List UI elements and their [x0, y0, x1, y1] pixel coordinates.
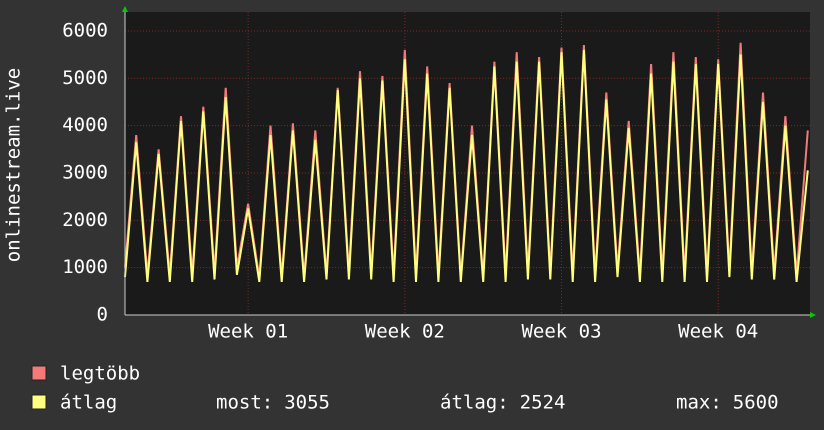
x-tick-label: Week 02: [365, 321, 445, 343]
legend-swatch: [31, 365, 47, 381]
legend-label: átlag: [60, 392, 117, 414]
summary-value: 5600: [733, 392, 779, 414]
summary-label: most:: [216, 392, 273, 414]
x-tick-label: Week 04: [678, 321, 758, 343]
axis-arrow: [122, 6, 128, 12]
summary-value: 2524: [520, 392, 566, 414]
y-tick-label: 4000: [62, 114, 108, 136]
y-tick-label: 1000: [62, 256, 108, 278]
x-tick-label: Week 03: [521, 321, 601, 343]
series-line: [124, 49, 809, 283]
x-tick-label: Week 01: [208, 321, 288, 343]
y-tick-label: 0: [97, 304, 108, 326]
y-tick-label: 6000: [62, 19, 108, 41]
summary-value: 3055: [284, 392, 330, 414]
y-tick-label: 5000: [62, 67, 108, 89]
axis-arrow: [810, 312, 816, 318]
legend-label: legtöbb: [60, 363, 140, 385]
legend-swatch: [31, 394, 47, 410]
y-axis-label: onlinestream.live: [3, 68, 25, 262]
y-tick-label: 2000: [62, 209, 108, 231]
summary-label: max:: [676, 392, 722, 414]
summary-label: átlag:: [440, 392, 509, 414]
y-tick-label: 3000: [62, 161, 108, 183]
